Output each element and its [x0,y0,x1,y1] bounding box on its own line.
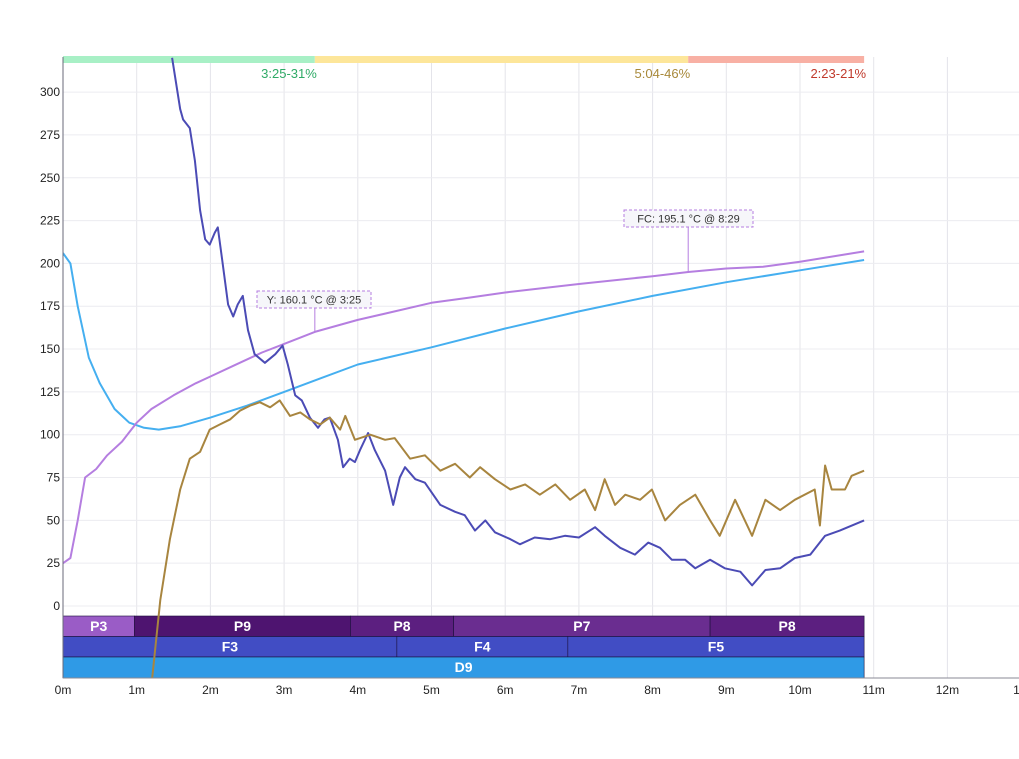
fan-segment-label: F4 [474,639,491,655]
y-tick-label: 275 [40,128,60,142]
phase-label: 5:04-46% [635,66,691,81]
power-segment-label: P3 [90,618,107,634]
y-tick-label: 100 [40,428,60,442]
y-tick-label: 250 [40,171,60,185]
x-tick-label: 7m [571,683,588,697]
y-tick-label: 25 [47,556,61,570]
x-tick-label: 8m [644,683,661,697]
x-tick-label: 12m [936,683,959,697]
fan-segment-label: F5 [708,639,725,655]
phase-segment [314,56,689,63]
power-segment-label: P8 [393,618,410,634]
annotations: Y: 160.1 °C @ 3:25 FC: 195.1 °C @ 8:29 [256,209,754,332]
bean-temp-line [63,252,865,431]
x-tick-label: 9m [718,683,735,697]
power-segment-label: P7 [573,618,590,634]
y-tick-label: 200 [40,256,60,270]
x-tick-label: 11m [862,683,884,697]
x-tick-label: 4m [349,683,366,697]
y-tick-label: 0 [53,599,60,613]
x-tick-label: 13m [1013,683,1019,697]
x-tick-label: 1m [128,683,145,697]
setting-rows: P3 P9 P8 P7 P8 F3 F4 F5 D9 [62,615,865,679]
fan-segment-label: F3 [222,639,239,655]
y-tick-label: 125 [40,385,60,399]
x-tick-label: 10m [788,683,811,697]
y-tick-label: 75 [47,471,61,485]
phase-bar: 3:25-31% 5:04-46% 2:23-21% [63,56,867,81]
series-lines [63,57,865,678]
env-temp-line [63,250,865,565]
phase-label: 2:23-21% [810,66,866,81]
annotation-label: FC: 195.1 °C @ 8:29 [637,214,739,226]
x-tick-label: 5m [423,683,440,697]
phase-segment [688,56,865,63]
x-tick-label: 3m [276,683,293,697]
grid [62,57,1019,678]
y-tick-label: 175 [40,299,60,313]
y-tick-label: 225 [40,214,60,228]
phase-label: 3:25-31% [261,66,317,81]
ror-smooth-line [171,57,865,587]
y-tick-label: 300 [40,85,60,99]
annotation-box [256,290,372,309]
phase-segment [63,56,315,63]
x-tick-label: 0m [55,683,72,697]
drum-segment-label: D9 [455,659,473,675]
power-segment-label: P9 [234,618,251,634]
x-tick-label: 2m [202,683,219,697]
axes: 0m 1m 2m 3m 4m 5m 6m 7m 8m 9m 10m 11m 12m 13m 0 25 50 75 1… [40,57,1019,697]
ror-raw-line [151,399,865,678]
y-tick-label: 50 [47,513,61,527]
annotation-box [623,209,754,228]
power-segment-label: P8 [779,618,796,634]
y-tick-label: 150 [40,342,60,356]
annotation-label: Y: 160.1 °C @ 3:25 [267,295,361,307]
x-tick-label: 6m [497,683,514,697]
